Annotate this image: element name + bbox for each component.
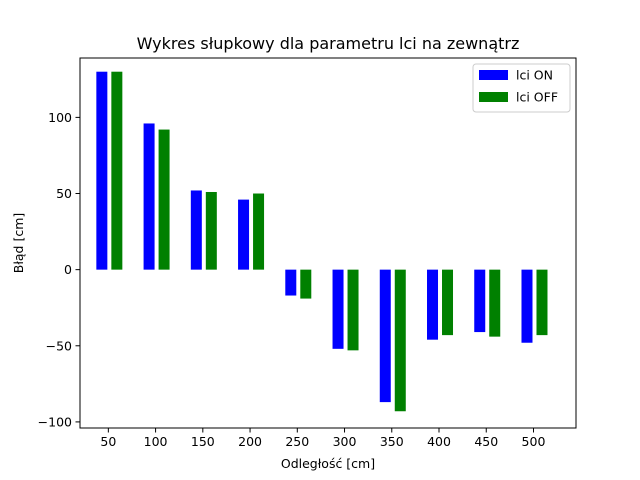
x-tick-label: 150 bbox=[191, 434, 215, 449]
y-tick-label: −50 bbox=[46, 338, 72, 353]
bar-lci-off-450 bbox=[489, 269, 501, 337]
bar-lci-off-350 bbox=[394, 269, 406, 412]
bar-lci-on-500 bbox=[521, 269, 533, 343]
x-tick-label: 50 bbox=[100, 434, 116, 449]
bar-lci-on-450 bbox=[474, 269, 486, 333]
x-tick-label: 450 bbox=[474, 434, 498, 449]
y-axis-ticks: −100 −50 0 50 100 bbox=[38, 110, 80, 429]
bar-lci-on-200 bbox=[238, 199, 250, 270]
bar-lci-on-250 bbox=[285, 269, 297, 296]
y-tick-label: −100 bbox=[38, 414, 72, 429]
legend-swatch-lci-on bbox=[479, 70, 508, 80]
x-tick-label: 500 bbox=[522, 434, 546, 449]
x-tick-label: 250 bbox=[285, 434, 309, 449]
legend: lci ON lci OFF bbox=[472, 63, 571, 113]
bar-lci-on-300 bbox=[332, 269, 344, 349]
legend-label-lci-on: lci ON bbox=[516, 68, 553, 83]
bar-lci-on-350 bbox=[379, 269, 391, 403]
x-axis-ticks: 50 100 150 200 250 300 350 400 450 500 bbox=[100, 428, 545, 449]
bar-lci-off-400 bbox=[442, 269, 454, 336]
x-tick-label: 300 bbox=[333, 434, 357, 449]
bar-lci-off-500 bbox=[536, 269, 548, 336]
x-tick-label: 200 bbox=[238, 434, 262, 449]
x-tick-label: 400 bbox=[427, 434, 451, 449]
bar-lci-off-50 bbox=[111, 71, 123, 270]
plot-frame bbox=[79, 57, 577, 429]
y-tick-label: 0 bbox=[64, 262, 72, 277]
bar-lci-off-100 bbox=[158, 129, 170, 270]
bar-lci-off-250 bbox=[300, 269, 312, 299]
x-tick-label: 350 bbox=[380, 434, 404, 449]
legend-swatch-lci-off bbox=[479, 92, 508, 102]
y-tick-label: 50 bbox=[56, 186, 72, 201]
bar-lci-on-50 bbox=[96, 71, 108, 270]
bars bbox=[96, 71, 548, 412]
bar-lci-off-300 bbox=[347, 269, 359, 351]
y-tick-label: 100 bbox=[48, 110, 72, 125]
x-tick-label: 100 bbox=[144, 434, 168, 449]
legend-label-lci-off: lci OFF bbox=[516, 90, 558, 105]
bar-lci-off-200 bbox=[253, 193, 265, 270]
y-axis-label: Błąd [cm] bbox=[11, 213, 26, 274]
bar-lci-on-100 bbox=[143, 123, 155, 270]
chart-title: Wykres słupkowy dla parametru lci na zew… bbox=[137, 34, 520, 53]
bar-lci-on-400 bbox=[427, 269, 439, 340]
bar-lci-on-150 bbox=[190, 190, 202, 270]
bar-lci-off-150 bbox=[205, 191, 217, 270]
x-axis-label: Odległość [cm] bbox=[281, 456, 375, 471]
